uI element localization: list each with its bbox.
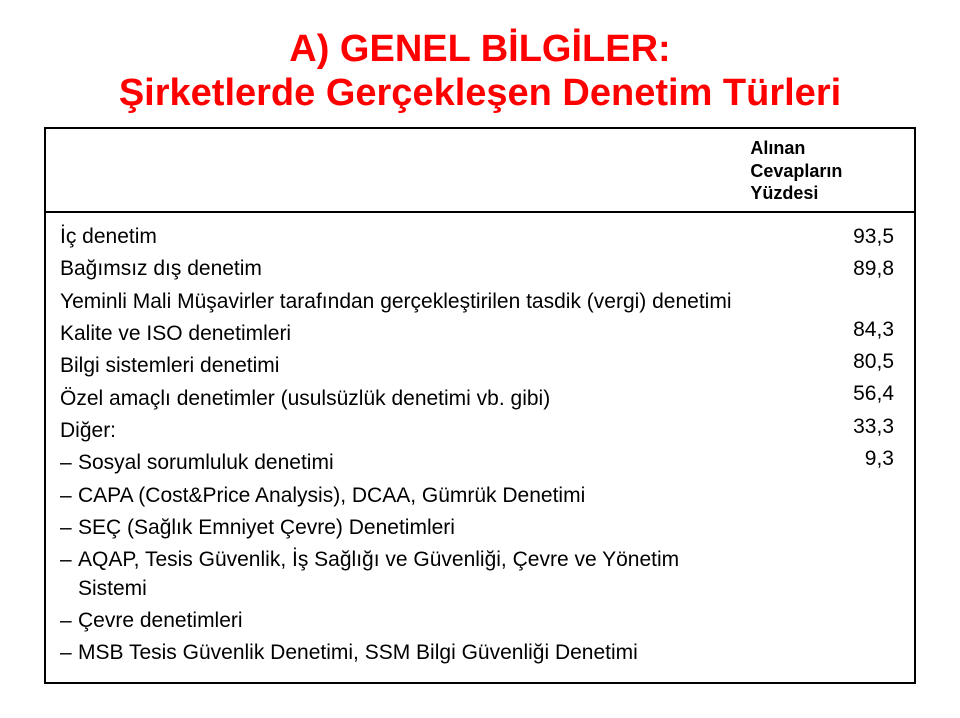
header-line-3: Yüzdesi — [750, 183, 818, 203]
sub-item: AQAP, Tesis Güvenlik, İş Sağlığı ve Güve… — [60, 546, 732, 603]
table-row: Bağımsız dış denetim — [60, 255, 732, 283]
table-header-label: Alınan Cevapların Yüzdesi — [740, 129, 914, 212]
sub-item: MSB Tesis Güvenlik Denetimi, SSM Bilgi G… — [60, 639, 732, 667]
row-value: 80,5 — [748, 348, 900, 376]
sub-item: SEÇ (Sağlık Emniyet Çevre) Denetimleri — [60, 514, 732, 542]
value-list: 93,5 89,8 84,3 80,5 56,4 33,3 9,3 — [748, 223, 900, 473]
title-block: A) GENEL BİLGİLER: Şirketlerde Gerçekleş… — [44, 28, 916, 115]
table-body-row: İç denetim Bağımsız dış denetim Yeminli … — [46, 212, 914, 682]
row-value: 84,3 — [748, 288, 900, 344]
row-value: 33,3 — [748, 413, 900, 441]
header-line-1: Alınan — [750, 138, 805, 158]
row-label: Bağımsız dış denetim — [60, 255, 732, 283]
row-label: Özel amaçlı denetimler (usulsüzlük denet… — [60, 385, 732, 413]
data-table: Alınan Cevapların Yüzdesi İç denetim Bağ… — [44, 127, 916, 683]
title-line-1: A) GENEL BİLGİLER: — [44, 28, 916, 72]
table-header-empty — [46, 129, 740, 212]
table-row: Kalite ve ISO denetimleri — [60, 320, 732, 348]
table-body-labels: İç denetim Bağımsız dış denetim Yeminli … — [46, 212, 740, 682]
table-row: Yeminli Mali Müşavirler tarafından gerçe… — [60, 288, 732, 316]
value-spacer — [748, 288, 894, 316]
sub-item: Sosyal sorumluluk denetimi — [60, 449, 732, 477]
table-row: Diğer: — [60, 417, 732, 445]
table-body-values: 93,5 89,8 84,3 80,5 56,4 33,3 9,3 — [740, 212, 914, 682]
table-row: İç denetim — [60, 223, 732, 251]
row-value: 89,8 — [748, 255, 900, 283]
row-value: 9,3 — [748, 445, 900, 473]
row-label: Bilgi sistemleri denetimi — [60, 352, 732, 380]
sub-item: CAPA (Cost&Price Analysis), DCAA, Gümrük… — [60, 482, 732, 510]
row-value: 56,4 — [748, 380, 900, 408]
table-row: Özel amaçlı denetimler (usulsüzlük denet… — [60, 385, 732, 413]
slide-page: A) GENEL BİLGİLER: Şirketlerde Gerçekleş… — [0, 0, 960, 718]
header-line-2: Cevapların — [750, 161, 842, 181]
sub-item-list: Sosyal sorumluluk denetimi CAPA (Cost&Pr… — [60, 449, 732, 667]
row-label: Yeminli Mali Müşavirler tarafından gerçe… — [60, 288, 732, 316]
row-label: İç denetim — [60, 223, 732, 251]
row-label: Kalite ve ISO denetimleri — [60, 320, 732, 348]
table-row: Bilgi sistemleri denetimi — [60, 352, 732, 380]
sub-item: Çevre denetimleri — [60, 607, 732, 635]
row-value: 93,5 — [748, 223, 900, 251]
title-line-2: Şirketlerde Gerçekleşen Denetim Türleri — [44, 72, 916, 116]
row-label: Diğer: — [60, 417, 732, 445]
table-header-row: Alınan Cevapların Yüzdesi — [46, 129, 914, 212]
